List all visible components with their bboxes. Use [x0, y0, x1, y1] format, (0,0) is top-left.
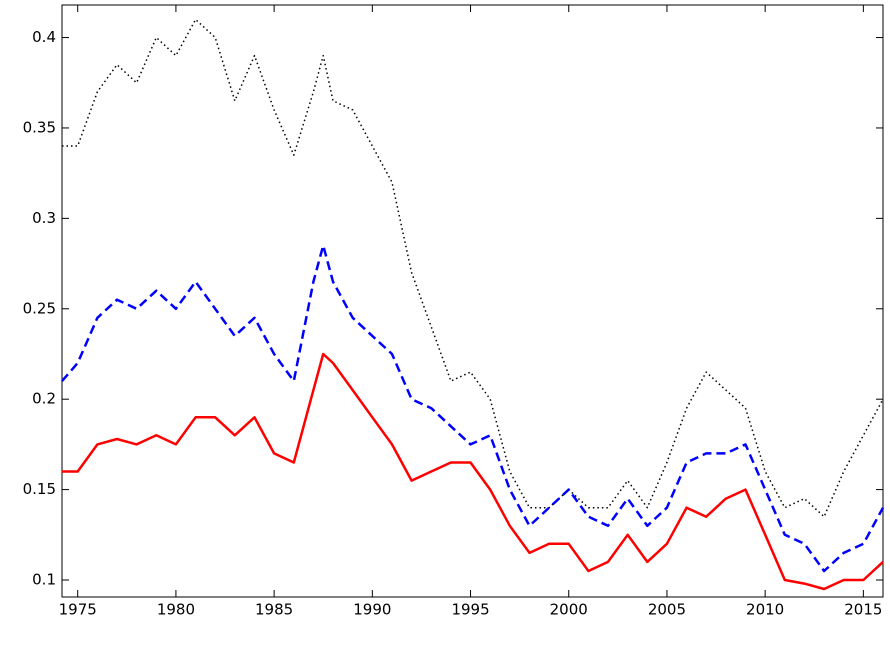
x-tick-label: 2005 — [648, 601, 686, 619]
x-tick-label: 1975 — [59, 601, 97, 619]
y-tick-label: 0.2 — [32, 390, 56, 408]
line-series — [62, 18, 884, 518]
y-tick-label: 0.1 — [32, 571, 56, 589]
y-tick-label: 0.35 — [23, 118, 56, 136]
x-tick-label: 2010 — [746, 601, 784, 619]
x-tick-label: 2015 — [844, 601, 882, 619]
line-series — [61, 244, 885, 573]
x-tick-label: 1995 — [451, 601, 489, 619]
x-tick-label: 1985 — [255, 601, 293, 619]
x-tick-label: 1990 — [353, 601, 391, 619]
y-tick-label: 0.15 — [23, 480, 56, 498]
line-series — [62, 352, 884, 591]
x-tick-label: 1980 — [157, 601, 195, 619]
y-tick-label: 0.3 — [32, 209, 56, 227]
y-tick-label: 0.25 — [23, 299, 56, 317]
plot-frame — [61, 4, 884, 598]
x-tick-label: 2000 — [550, 601, 588, 619]
y-tick-label: 0.4 — [32, 28, 56, 46]
